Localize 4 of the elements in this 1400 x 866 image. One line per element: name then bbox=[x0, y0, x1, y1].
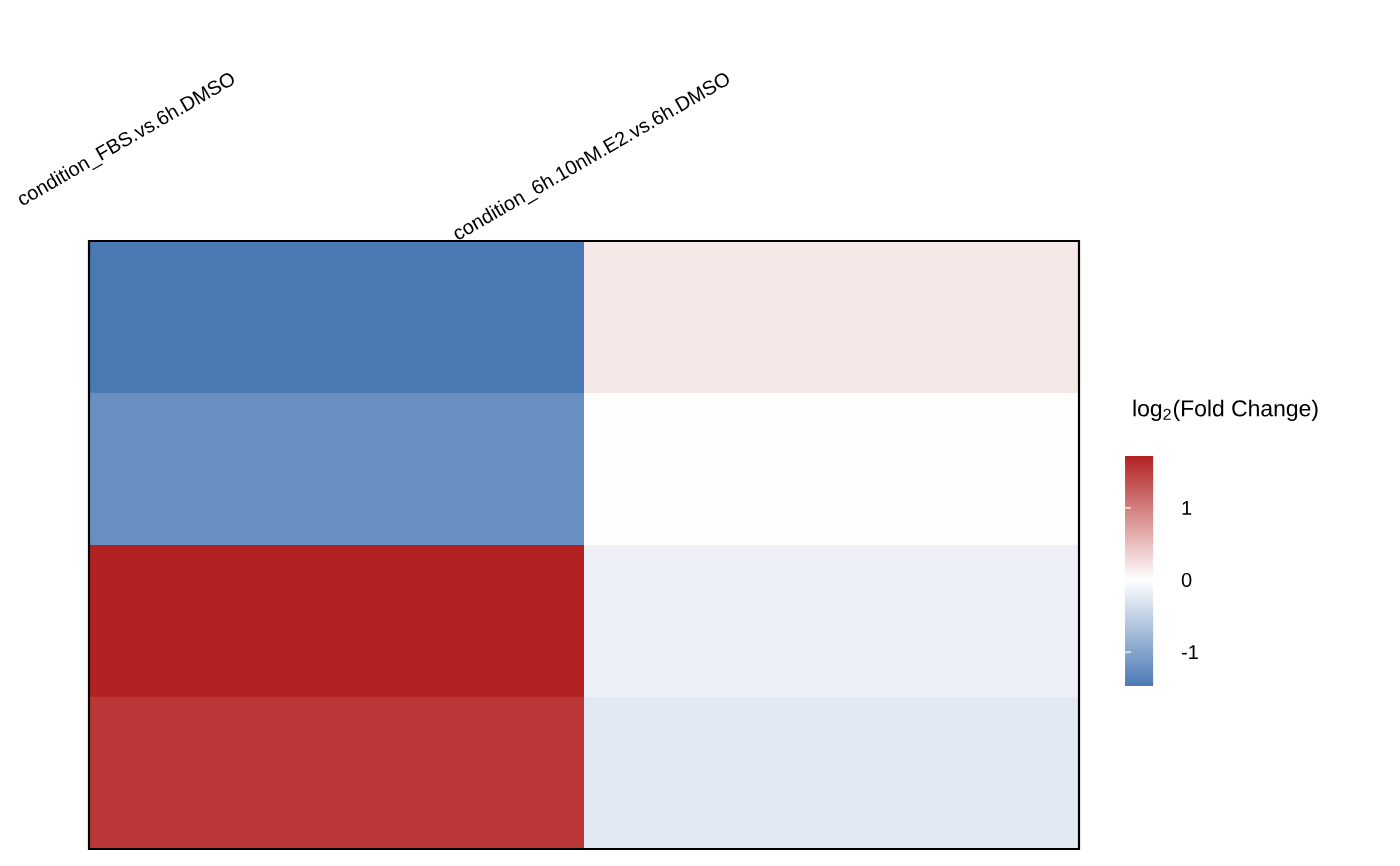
color-bar-label: 1 bbox=[1182, 501, 1192, 515]
color-bar-label: -1 bbox=[1181, 645, 1198, 659]
color-bar-label: 0 bbox=[1181, 572, 1192, 588]
color-bar-title: log$_{2}$(Fold Change) bbox=[1133, 399, 1318, 421]
